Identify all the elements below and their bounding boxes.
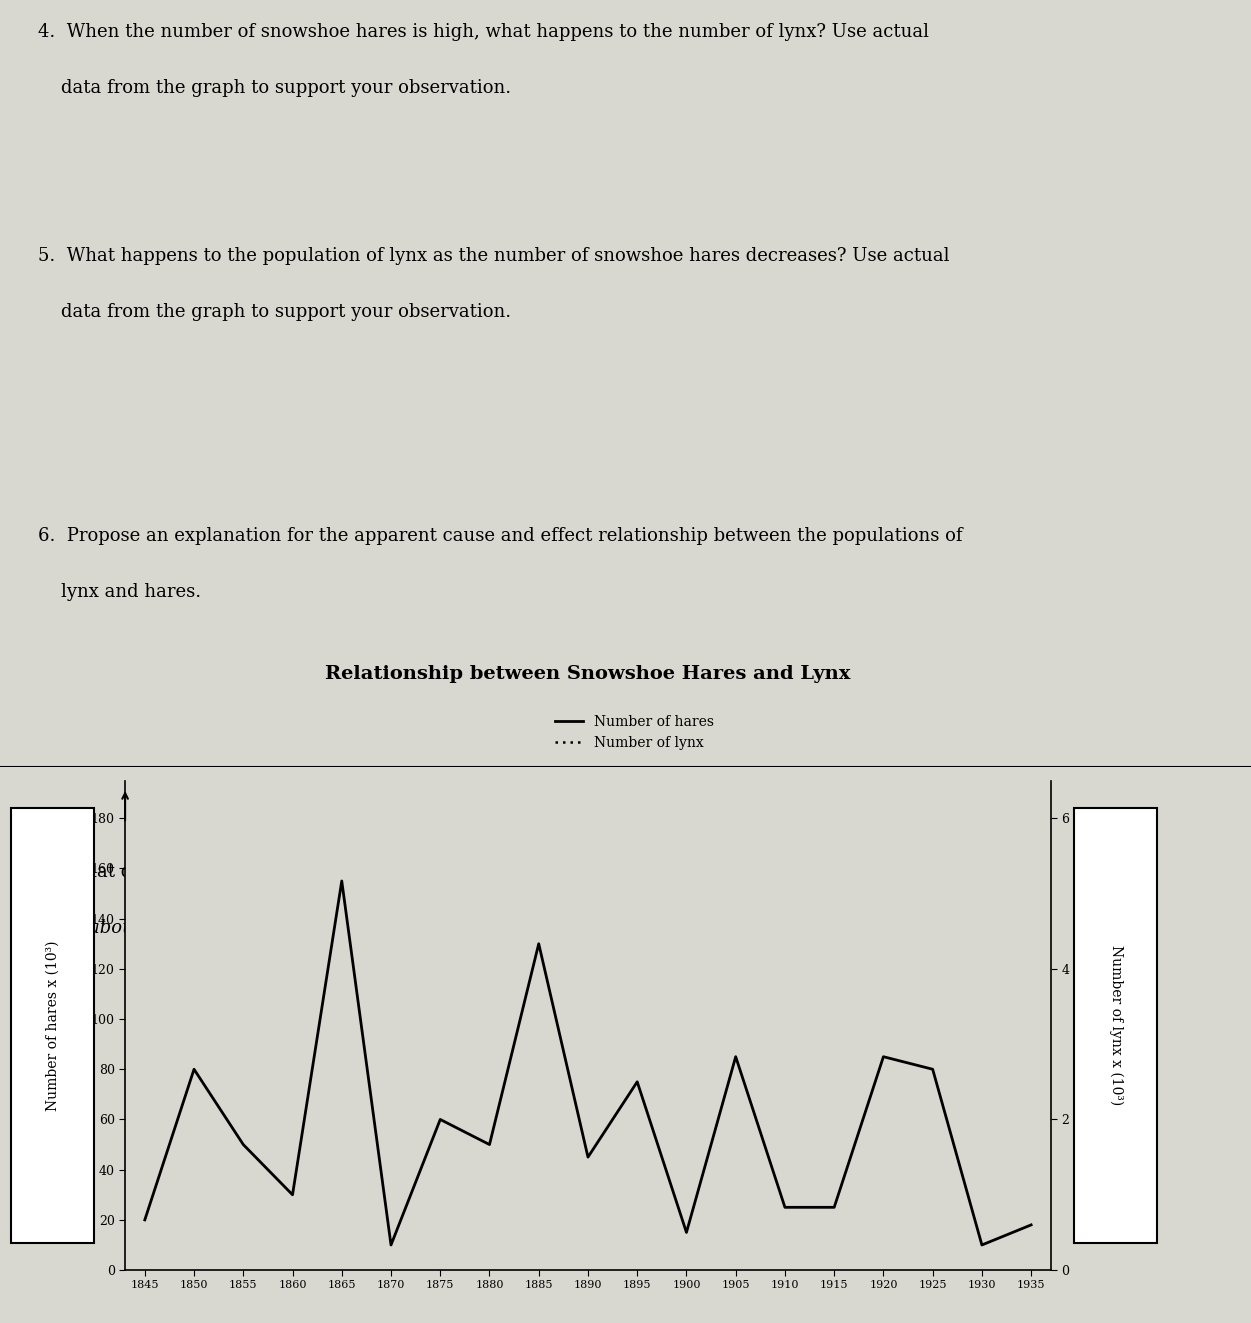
Legend: Number of hares, Number of lynx: Number of hares, Number of lynx [549, 709, 719, 755]
Text: lynx and hares.: lynx and hares. [38, 583, 200, 601]
FancyBboxPatch shape [1075, 807, 1157, 1244]
Text: 7.  What does this information tell you: 7. What does this information tell you [38, 864, 389, 881]
Text: data from the graph to support your observation.: data from the graph to support your obse… [38, 303, 510, 321]
FancyBboxPatch shape [11, 807, 94, 1244]
Text: 6.  Propose an explanation for the apparent cause and effect relationship betwee: 6. Propose an explanation for the appare… [38, 527, 962, 545]
Text: 5.  What happens to the population of lynx as the number of snowshoe hares decre: 5. What happens to the population of lyn… [38, 247, 950, 265]
Title: Relationship between Snowshoe Hares and Lynx: Relationship between Snowshoe Hares and … [325, 664, 851, 683]
Text: 4.  When the number of snowshoe hares is high, what happens to the number of lyn: 4. When the number of snowshoe hares is … [38, 22, 928, 41]
Text: a.  about the effect of size of prey populations on the number of predators?: a. about the effect of size of prey popu… [38, 919, 748, 937]
Text: Number of lynx x (10³): Number of lynx x (10³) [1110, 945, 1123, 1106]
Text: data from the graph to support your observation.: data from the graph to support your obse… [38, 79, 510, 97]
Text: Number of hares x (10³): Number of hares x (10³) [46, 941, 60, 1110]
